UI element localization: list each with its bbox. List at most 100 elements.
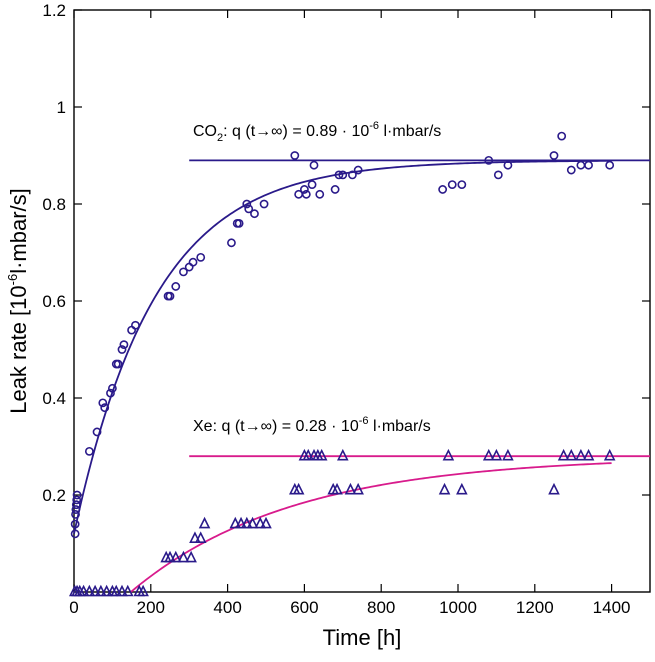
xe-point bbox=[337, 448, 349, 461]
xe-point bbox=[254, 516, 267, 529]
co2-point bbox=[244, 204, 254, 214]
xe-point bbox=[352, 482, 364, 495]
co2-point bbox=[71, 505, 81, 514]
co2-point bbox=[70, 519, 80, 529]
co2-point bbox=[71, 510, 80, 519]
co2-point bbox=[259, 199, 269, 209]
xe-point bbox=[565, 448, 578, 461]
co2-point bbox=[309, 160, 319, 170]
xe-point bbox=[557, 448, 570, 461]
co2-point bbox=[503, 160, 513, 170]
co2-point bbox=[250, 209, 259, 219]
co2-point bbox=[188, 257, 198, 267]
co2-point bbox=[447, 180, 457, 189]
co2-point bbox=[171, 282, 181, 291]
xe-point bbox=[164, 550, 176, 563]
xe-point bbox=[438, 482, 451, 495]
fit-curve-xe bbox=[130, 462, 612, 593]
xe-point bbox=[198, 516, 211, 529]
co2-point bbox=[566, 165, 576, 175]
axis-ticks: 0 200 400 600 800 1000 1200 1400 0.2 0.4 0.6 0.8 1 1.… bbox=[42, 1, 650, 617]
co2-point bbox=[299, 185, 309, 194]
xe-point bbox=[292, 482, 305, 495]
xe-point bbox=[194, 531, 207, 543]
xe-point bbox=[110, 584, 123, 597]
co2-point bbox=[584, 160, 593, 170]
xe-point bbox=[315, 448, 328, 461]
co2-point bbox=[338, 170, 348, 180]
xe-point bbox=[241, 516, 253, 529]
co2-point bbox=[353, 165, 363, 175]
co2-point bbox=[438, 185, 448, 194]
x-tick-label: 1400 bbox=[593, 598, 631, 617]
y-tick-label: 0.2 bbox=[42, 486, 66, 505]
co2-point bbox=[301, 189, 311, 199]
co2-point bbox=[179, 267, 188, 277]
co2-point bbox=[117, 345, 127, 354]
xe-point bbox=[185, 550, 197, 563]
x-tick-label: 600 bbox=[290, 598, 318, 617]
xe-point bbox=[490, 448, 503, 461]
co2-point bbox=[234, 218, 244, 228]
xe-point bbox=[502, 448, 514, 461]
co2-point bbox=[106, 388, 115, 398]
fit-curve-co2 bbox=[73, 159, 612, 534]
xe-point bbox=[302, 448, 315, 461]
x-tick-label: 1200 bbox=[516, 598, 554, 617]
co2-point bbox=[347, 170, 357, 180]
xe-point bbox=[344, 482, 357, 495]
co2-point bbox=[70, 529, 80, 539]
xe-point bbox=[482, 448, 495, 461]
co2-point bbox=[493, 170, 503, 180]
co2-point bbox=[196, 252, 206, 262]
x-tick-label: 1000 bbox=[439, 598, 477, 617]
co2-point bbox=[576, 160, 586, 170]
co2-point bbox=[242, 199, 252, 209]
xe-point bbox=[331, 482, 343, 495]
xe-point bbox=[77, 584, 90, 597]
y-tick-label: 0.6 bbox=[42, 292, 66, 311]
co2-point bbox=[457, 180, 467, 189]
co2-point bbox=[549, 151, 559, 160]
xe-point bbox=[603, 448, 616, 461]
xe-point bbox=[575, 448, 587, 461]
co2-point bbox=[113, 359, 123, 369]
co2-point bbox=[98, 398, 108, 408]
co2-point bbox=[84, 446, 94, 456]
xe-point bbox=[95, 584, 107, 597]
co2-point bbox=[290, 151, 300, 160]
xe-point bbox=[582, 448, 595, 461]
y-axis-title: Leak rate [10-6l·mbar/s] bbox=[5, 188, 31, 414]
co2-point bbox=[100, 403, 110, 413]
x-tick-label: 400 bbox=[213, 598, 241, 617]
xe-point bbox=[177, 550, 190, 563]
co2-point bbox=[71, 500, 81, 510]
xe-point bbox=[121, 584, 134, 597]
xe-annotation: Xe: q (t→∞) = 0.28 · 10-6 l·mbar/s bbox=[193, 415, 431, 435]
co2-point bbox=[92, 427, 102, 437]
x-tick-label: 0 bbox=[69, 598, 78, 617]
xe-point bbox=[260, 516, 272, 529]
co2-point bbox=[127, 325, 136, 335]
co2-point bbox=[334, 170, 344, 180]
xe-point bbox=[456, 482, 468, 495]
co2-point bbox=[119, 340, 129, 350]
xe-point bbox=[116, 584, 128, 597]
co2-point bbox=[330, 185, 340, 194]
xe-point bbox=[100, 584, 113, 597]
data-markers bbox=[68, 131, 616, 597]
fit-curves bbox=[73, 159, 650, 593]
xe-point bbox=[89, 584, 101, 597]
y-tick-label: 1 bbox=[57, 98, 66, 117]
x-tick-label: 800 bbox=[367, 598, 395, 617]
co2-point bbox=[307, 180, 317, 189]
co2-point bbox=[184, 262, 194, 272]
xe-point bbox=[189, 531, 201, 543]
co2-point bbox=[165, 291, 175, 301]
co2-annotation: CO2: q (t→∞) = 0.89 · 10-6 l·mbar/s bbox=[193, 120, 441, 144]
xe-point bbox=[442, 448, 455, 461]
xe-point bbox=[548, 482, 560, 495]
co2-point bbox=[108, 383, 117, 393]
x-axis-title: Time [h] bbox=[323, 625, 402, 650]
co2-point bbox=[315, 189, 325, 199]
